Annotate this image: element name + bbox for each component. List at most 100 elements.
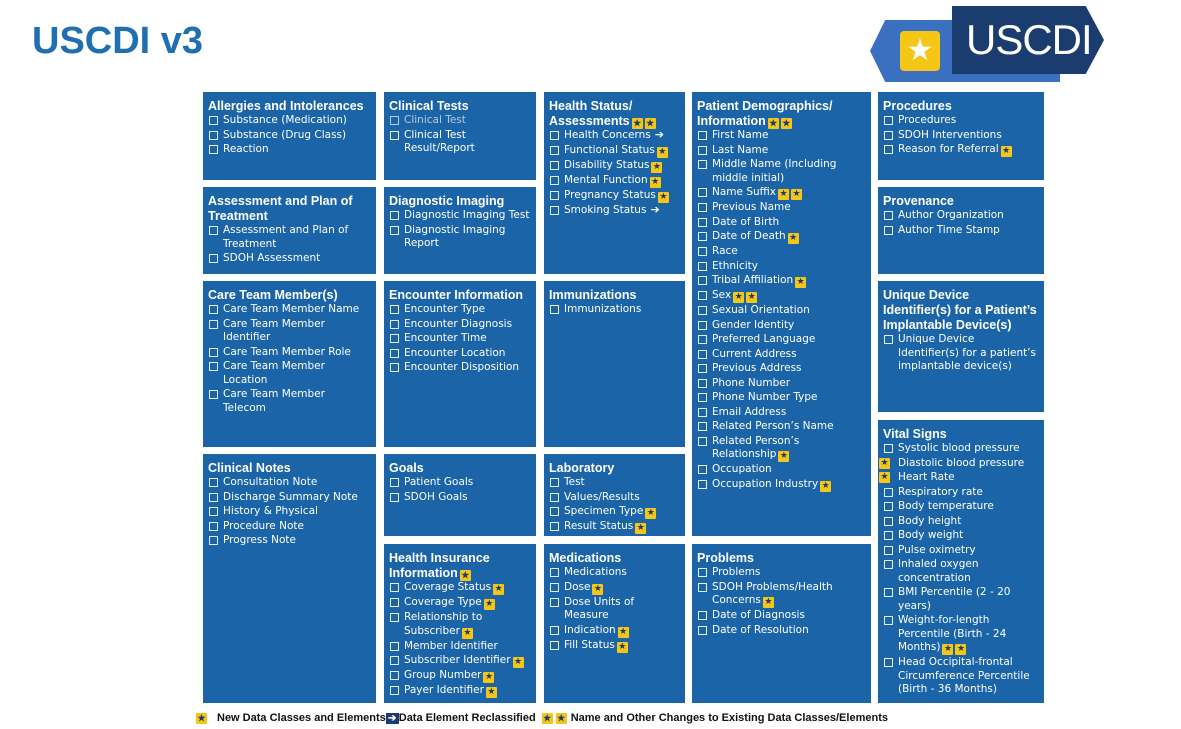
list-item: Patient Goals (389, 476, 532, 490)
checkbox-icon (698, 291, 707, 300)
element-list: Assessment and Plan of Treatment SDOH As… (208, 224, 372, 266)
checkbox-icon (209, 226, 218, 235)
list-item: Diagnostic Imaging Report (389, 224, 532, 251)
box-provenance: Provenance Author Organization Author Ti… (878, 187, 1044, 274)
element-list: Care Team Member Name Care Team Member I… (208, 303, 372, 415)
list-item: Respiratory rate (883, 486, 1040, 500)
box-title: Diagnostic Imaging (389, 194, 505, 208)
checkbox-icon (550, 478, 559, 487)
uscdi-logo: ★ USCDI (870, 6, 1108, 82)
list-item: Related Person’s Name (697, 420, 867, 434)
list-item: Body height (883, 515, 1040, 529)
star-icon: ★ (879, 472, 890, 483)
box-health-status: Health Status/ Assessments ★ ★ Health Conc… (544, 92, 685, 274)
checkbox-icon (550, 160, 559, 170)
box-diagnostic-imaging: Diagnostic Imaging Diagnostic Imaging Te… (384, 187, 536, 274)
element-list: Problems SDOH Problems/Health Concerns ★ … (697, 566, 867, 637)
element-list: Procedures SDOH Interventions Reason for… (883, 114, 1040, 157)
list-item: Dose ★ (549, 581, 681, 595)
checkbox-icon (698, 203, 707, 212)
checkbox-icon (209, 319, 218, 329)
list-item: Author Organization (883, 209, 1040, 223)
list-item: Ethnicity (697, 260, 867, 274)
list-item: Dose Units of Measure (549, 596, 681, 623)
box-title: Clinical Notes (208, 461, 291, 475)
list-item: Immunizations (549, 303, 681, 317)
star-icon: ★ (592, 583, 604, 595)
star-icon: ★ (485, 687, 497, 698)
list-item: Previous Name (697, 201, 867, 215)
box-title: Care Team Member(s) (208, 288, 338, 302)
checkbox-icon (698, 335, 707, 344)
list-item: Functional Status ★ (549, 144, 681, 158)
legend: ★ New Data Classes and Elements ➔ Data E… (196, 710, 888, 726)
box-title: Laboratory (549, 461, 615, 475)
list-item: Encounter Diagnosis (389, 318, 532, 332)
checkbox-icon (698, 625, 707, 635)
checkbox-icon (884, 335, 893, 344)
checkbox-icon (550, 145, 559, 155)
list-item: Procedures (883, 114, 1040, 128)
list-item: SDOH Interventions (883, 129, 1040, 143)
checkbox-icon (698, 320, 707, 330)
checkbox-icon (550, 597, 559, 607)
list-item: BMI Percentile (2 - 20 years) (883, 586, 1040, 613)
legend-changes-label: Name and Other Changes to Existing Data … (570, 712, 888, 724)
checkbox-icon (209, 130, 218, 140)
legend-new-label: New Data Classes and Elements (217, 712, 386, 724)
star-icon: ★ (649, 176, 661, 188)
star-icon: ★ (616, 641, 628, 653)
element-list: Clinical Test Clinical Test Result/Repor… (389, 114, 532, 156)
list-item: Author Time Stamp (883, 224, 1040, 238)
star-icon: ★ (645, 508, 657, 519)
star-icon: ★ (733, 292, 745, 303)
list-item: Head Occipital-frontal Circumference Per… (883, 656, 1040, 697)
checkbox-icon (884, 658, 893, 667)
list-item: Medications (549, 566, 681, 580)
box-allergies: Allergies and Intolerances Substance (Me… (203, 92, 376, 180)
list-item: Care Team Member Role (208, 346, 372, 360)
list-item: ★ Diastolic blood pressure (879, 456, 1025, 469)
element-list: Diagnostic Imaging Test Diagnostic Imagi… (389, 209, 532, 251)
box-procedures: Procedures Procedures SDOH Interventions… (878, 92, 1044, 180)
list-item: Specimen Type ★ (549, 505, 681, 519)
checkbox-icon (884, 560, 893, 569)
checkbox-icon (390, 363, 399, 372)
list-item: Body weight (883, 529, 1040, 543)
checkbox-icon (884, 502, 893, 511)
checkbox-icon (698, 276, 707, 285)
box-title: Goals (389, 461, 424, 475)
checkbox-icon (550, 492, 559, 502)
checkbox-icon (884, 444, 893, 453)
arrow-right-icon: ➔ (650, 202, 660, 216)
box-title: Procedures (883, 99, 952, 113)
checkbox-icon (698, 131, 707, 140)
list-item: Tribal Affiliation ★ (697, 274, 867, 288)
checkbox-icon (209, 254, 218, 263)
list-item: Related Person’s Relationship ★ (697, 435, 867, 462)
checkbox-icon (209, 305, 218, 314)
star-icon: ★ (635, 523, 647, 534)
element-list: Encounter Type Encounter Diagnosis Encou… (389, 303, 532, 375)
checkbox-icon (390, 211, 399, 220)
list-item: Race (697, 245, 867, 259)
checkbox-icon (698, 611, 707, 620)
star-icon: ★ (1000, 146, 1012, 157)
list-item: Payer Identifier ★ (389, 684, 532, 698)
star-icon: ★ (879, 457, 890, 469)
checkbox-icon (698, 261, 707, 271)
box-vital-signs: Vital Signs Systolic blood pressure ★ Dia… (878, 420, 1044, 703)
checkbox-icon (698, 247, 707, 256)
list-item: SDOH Assessment (208, 252, 372, 266)
star-icon: ★ (762, 597, 774, 608)
list-item: First Name (697, 129, 867, 143)
list-item: Inhaled oxygen concentration (883, 558, 1040, 585)
checkbox-icon (698, 232, 707, 241)
legend-reclassified-label: Data Element Reclassified (398, 712, 536, 724)
checkbox-icon (209, 116, 218, 125)
star-icon: ★ (746, 292, 758, 303)
star-icon: ★ (196, 712, 207, 724)
checkbox-icon (209, 478, 218, 487)
list-item: Problems (697, 566, 867, 580)
checkbox-icon (390, 348, 399, 358)
